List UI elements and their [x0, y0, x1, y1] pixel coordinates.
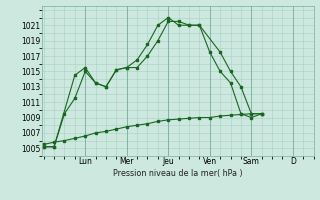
X-axis label: Pression niveau de la mer( hPa ): Pression niveau de la mer( hPa ) — [113, 169, 243, 178]
